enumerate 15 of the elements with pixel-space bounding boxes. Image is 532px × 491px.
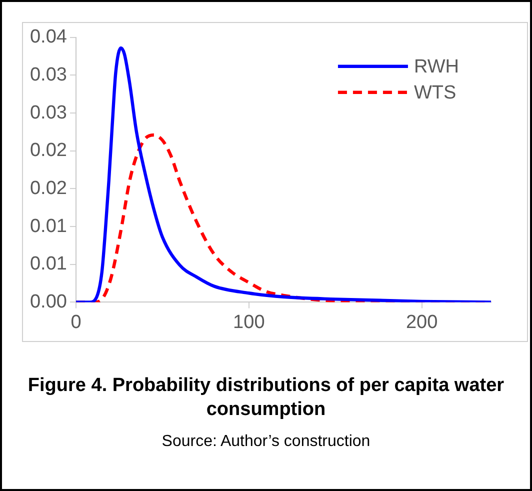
- y-tick-label: 0.02: [30, 178, 67, 199]
- y-tick-label: 0.01: [30, 254, 67, 275]
- x-tick-label: 0: [70, 312, 82, 333]
- x-tick-label: 200: [406, 312, 438, 333]
- x-tick-label: 100: [233, 312, 265, 333]
- y-tick-label: 0.04: [30, 26, 68, 48]
- source-note: Source: Author’s construction: [160, 433, 372, 451]
- y-tick-label: 0.03: [30, 64, 67, 86]
- y-tick-label: 0.02: [30, 140, 67, 162]
- legend-label: RWH: [414, 56, 460, 78]
- y-tick-label: 0.01: [30, 216, 67, 237]
- text: Figure 4. Probability distributions of per capita water consumption: [26, 374, 506, 422]
- y-tick-label: 0.03: [30, 102, 67, 124]
- legend-label: WTS: [414, 82, 456, 104]
- y-tick-label: 0.00: [30, 291, 67, 312]
